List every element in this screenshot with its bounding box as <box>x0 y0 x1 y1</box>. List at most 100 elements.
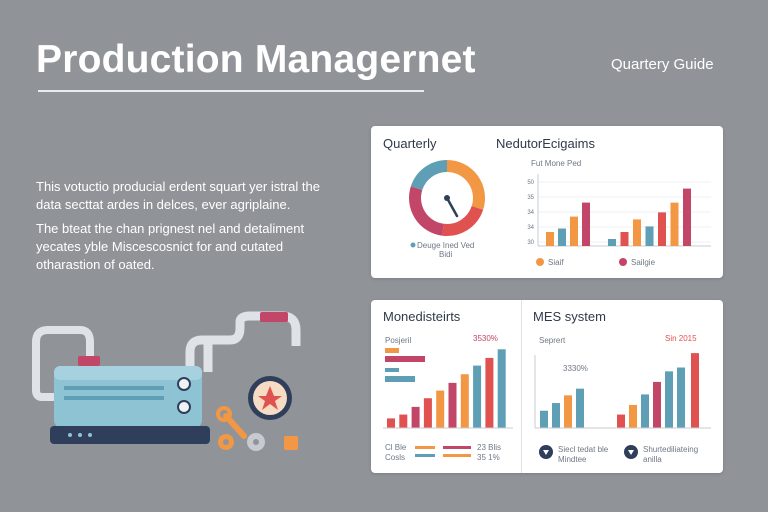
base-light-2 <box>78 433 82 437</box>
systems-card: Monedisteirts Posjeril 3530% Cl Ble Cosl… <box>371 300 723 473</box>
legend-1-label: Siaif <box>548 258 564 267</box>
left-bar-10 <box>497 349 506 428</box>
machine-cap <box>78 356 100 366</box>
upper-pipe <box>185 311 301 370</box>
top-bar-s2-4 <box>645 226 654 246</box>
left-bar-1 <box>387 418 395 428</box>
donut-chart <box>409 160 485 248</box>
top-bar-s2-3 <box>633 219 641 246</box>
donut-slice-1 <box>446 160 485 210</box>
right-bar-9 <box>665 371 673 428</box>
foot-line-1 <box>415 446 435 449</box>
top-tick-label: 30 <box>527 240 534 246</box>
top-bar-s1-4 <box>582 202 590 246</box>
left-foot-b: Cosls <box>385 453 406 462</box>
foot-line-4 <box>443 454 471 457</box>
right-bar-4 <box>576 388 584 428</box>
orange-block <box>284 436 298 450</box>
right-panel-mid-value: 3330% <box>563 364 588 373</box>
pin-glyph-1 <box>543 450 549 455</box>
mini-bar-2 <box>385 356 425 362</box>
right-legend-2b: anilla <box>643 455 662 464</box>
left-bar-4 <box>423 398 432 428</box>
left-bar-2 <box>399 414 408 428</box>
gauge-dot-2 <box>177 400 191 414</box>
left-bar-9 <box>485 357 494 428</box>
right-panel-value: Sin 2015 <box>665 334 697 343</box>
left-pipe <box>32 326 94 401</box>
page-subtitle: Quartery Guide <box>611 56 714 73</box>
base-light-3 <box>88 433 92 437</box>
right-bar-7 <box>641 394 649 428</box>
donut-legend-2: Bidi <box>439 250 453 259</box>
left-foot-d: 35 1% <box>477 453 500 462</box>
top-bar-s2-6 <box>670 202 679 246</box>
top-bar-s2-5 <box>658 212 666 246</box>
quarterly-card: Quarterly NedutorEcigaims Fut Mone Ped D… <box>371 126 723 278</box>
machine-top-band <box>54 366 202 380</box>
top-tick-label: 34 <box>527 210 534 216</box>
left-foot-c: 23 Blis <box>477 443 502 452</box>
card-divider <box>521 300 522 473</box>
left-panel-label: Posjeril <box>385 336 412 345</box>
donut-legend: Deuge Ined Ved <box>417 241 475 250</box>
top-tick-label: 34 <box>527 225 534 231</box>
gauge-star-icon <box>258 386 282 410</box>
top-bar-s2-2 <box>620 232 629 246</box>
top-bar-chart: 50 35 34 34 30 <box>527 174 711 247</box>
top-bar-s1-2 <box>558 228 566 246</box>
orange-gear-hole <box>223 439 229 445</box>
legend-2-label: Sailgie <box>631 258 656 267</box>
mini-bar-3 <box>385 368 399 372</box>
right-bar-5 <box>617 414 625 428</box>
donut-hub <box>444 195 450 201</box>
valve-cap <box>260 312 288 322</box>
legend-1-marker <box>536 258 544 266</box>
machine-stripe-2 <box>64 396 164 400</box>
donut-slice-3 <box>409 186 445 236</box>
card-title-left: Quarterly <box>383 136 437 151</box>
left-panel-lines <box>385 348 471 457</box>
top-bar-s2-7 <box>683 188 691 246</box>
machine-illustration <box>32 311 301 451</box>
chart-caption: Fut Mone Ped <box>531 159 582 168</box>
machine-stripe-1 <box>64 386 164 390</box>
intro-paragraph-2: The bteat the chan prignest nel and deta… <box>36 221 305 272</box>
left-bar-6 <box>448 382 457 428</box>
machine-base <box>50 426 210 444</box>
foot-line-2 <box>443 446 471 449</box>
mini-bar-1 <box>385 348 399 353</box>
right-legend-1: Siecl tedat ble <box>558 445 609 454</box>
grey-gear-hole <box>253 439 259 445</box>
intro-paragraph-1: This votuctio producial erdent squart ye… <box>36 179 320 212</box>
page-title: Production Managernet <box>36 38 476 81</box>
donut-slice-4 <box>410 160 448 191</box>
base-light-1 <box>68 433 72 437</box>
right-bar-8 <box>653 381 661 428</box>
right-bar-11 <box>691 353 699 428</box>
card-title-right: NedutorEcigaims <box>496 136 595 151</box>
mini-bar-4 <box>385 376 415 382</box>
right-bar-chart <box>534 353 711 429</box>
legend-markers <box>536 258 627 266</box>
top-tick-label: 50 <box>527 180 534 186</box>
left-bar-chart <box>383 349 513 429</box>
top-bar-s1-3 <box>570 216 578 246</box>
pin-glyph-2 <box>628 450 634 455</box>
left-bar-5 <box>436 390 445 428</box>
left-bar-8 <box>473 365 482 428</box>
foot-line-3 <box>415 454 435 457</box>
right-legend-icons <box>539 445 638 459</box>
top-tick-label: 35 <box>527 195 534 201</box>
right-bar-2 <box>552 403 560 428</box>
left-bar-3 <box>411 406 420 428</box>
top-bar-s2-1 <box>608 239 616 246</box>
right-bar-6 <box>629 404 637 428</box>
right-legend-1b: Mindtee <box>558 455 587 464</box>
left-bar-7 <box>460 374 469 428</box>
donut-legend-marker <box>410 242 416 248</box>
donut-slice-2 <box>442 205 484 236</box>
right-legend-2: Shurtediliateing <box>643 445 699 454</box>
title-underline <box>38 90 424 92</box>
wrench-head <box>216 406 232 422</box>
